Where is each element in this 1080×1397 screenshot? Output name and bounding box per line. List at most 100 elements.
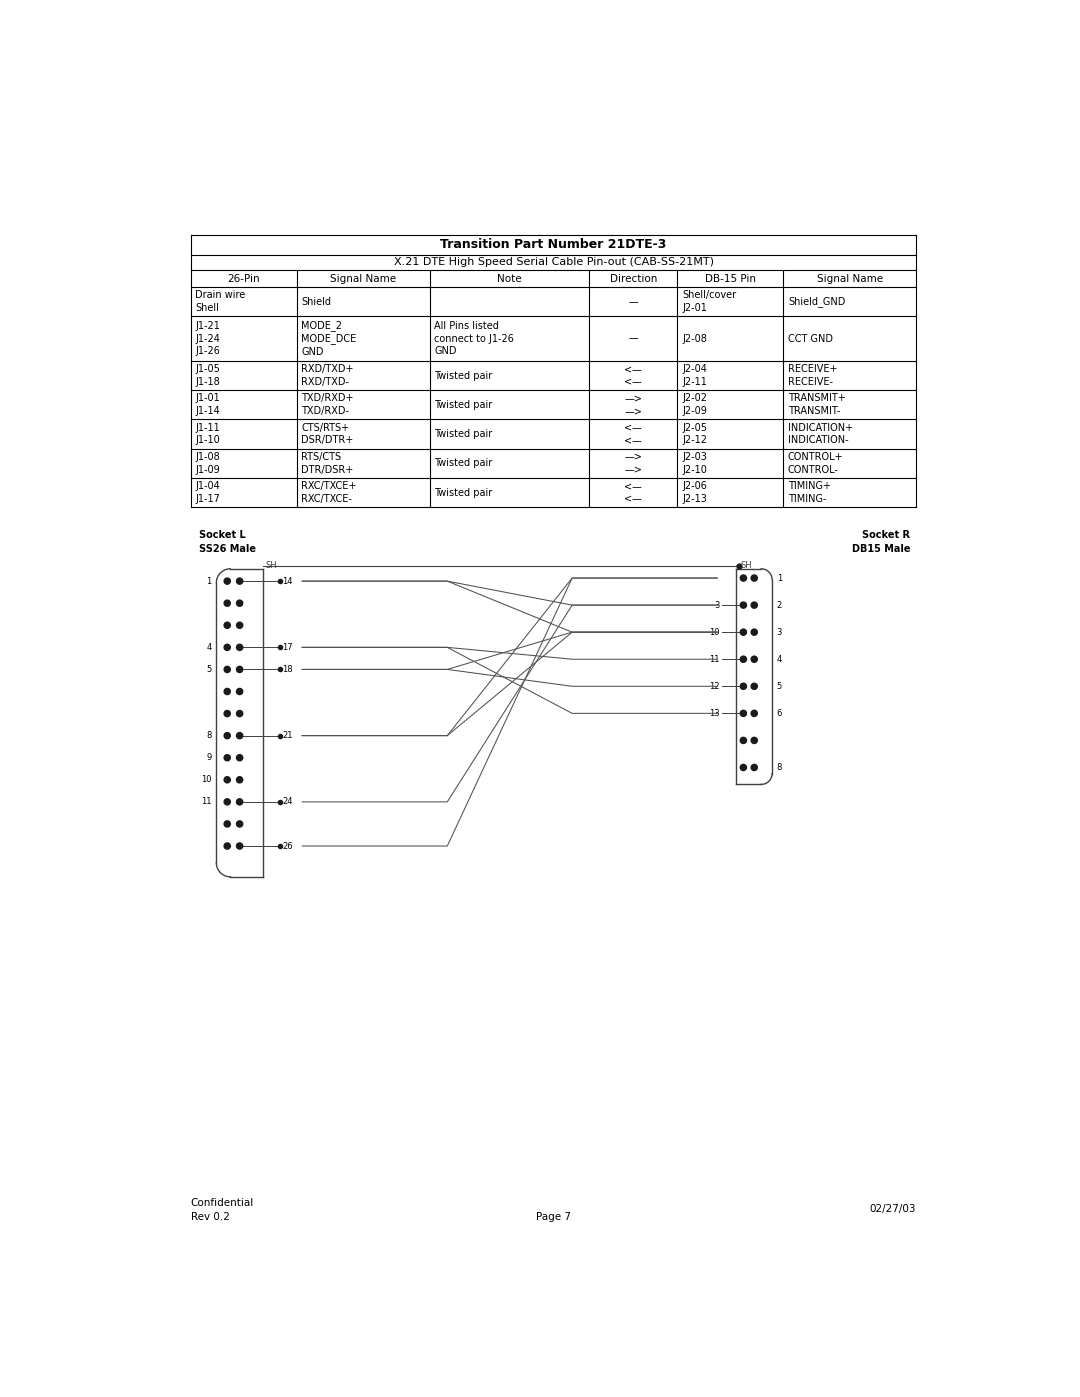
Text: Page 7: Page 7 (536, 1211, 571, 1222)
Text: J2-04
J2-11: J2-04 J2-11 (683, 365, 707, 387)
Text: Twisted pair: Twisted pair (434, 458, 492, 468)
Text: 6: 6 (777, 708, 782, 718)
Text: Twisted pair: Twisted pair (434, 429, 492, 439)
Text: TXD/RXD+
TXD/RXD-: TXD/RXD+ TXD/RXD- (301, 394, 354, 416)
Text: Signal Name: Signal Name (816, 274, 882, 284)
Text: 4: 4 (206, 643, 212, 652)
Text: J2-06
J2-13: J2-06 J2-13 (683, 481, 707, 504)
Text: 2: 2 (777, 601, 782, 609)
Text: TIMING+
TIMING-: TIMING+ TIMING- (788, 481, 831, 504)
Circle shape (740, 629, 746, 636)
Text: <—
<—: <— <— (624, 423, 643, 446)
Circle shape (225, 842, 230, 849)
Text: 14: 14 (282, 577, 293, 585)
Text: 12: 12 (708, 682, 719, 690)
Circle shape (225, 777, 230, 782)
Circle shape (237, 732, 243, 739)
Circle shape (225, 622, 230, 629)
Text: J2-08: J2-08 (683, 334, 707, 344)
Circle shape (237, 689, 243, 694)
Text: All Pins listed
connect to J1-26
GND: All Pins listed connect to J1-26 GND (434, 321, 514, 356)
Text: 5: 5 (777, 682, 782, 690)
Text: Transition Part Number 21DTE-3: Transition Part Number 21DTE-3 (441, 237, 666, 251)
Circle shape (237, 842, 243, 849)
Text: <—
<—: <— <— (624, 365, 643, 387)
Text: 8: 8 (206, 731, 212, 740)
Text: <—
<—: <— <— (624, 481, 643, 504)
Text: J2-02
J2-09: J2-02 J2-09 (683, 394, 707, 416)
Text: Twisted pair: Twisted pair (434, 400, 492, 409)
Text: 8: 8 (777, 763, 782, 773)
Text: Shield_GND: Shield_GND (788, 296, 846, 307)
Circle shape (225, 644, 230, 651)
Circle shape (751, 764, 757, 771)
Text: TRANSMIT+
TRANSMIT-: TRANSMIT+ TRANSMIT- (788, 394, 846, 416)
Circle shape (237, 777, 243, 782)
Circle shape (751, 576, 757, 581)
Text: RXD/TXD+
RXD/TXD-: RXD/TXD+ RXD/TXD- (301, 365, 354, 387)
Text: INDICATION+
INDICATION-: INDICATION+ INDICATION- (788, 423, 853, 446)
Circle shape (237, 711, 243, 717)
Text: RXC/TXCE+
RXC/TXCE-: RXC/TXCE+ RXC/TXCE- (301, 481, 356, 504)
Text: Note: Note (497, 274, 522, 284)
Circle shape (237, 644, 243, 651)
Circle shape (237, 821, 243, 827)
Text: J1-05
J1-18: J1-05 J1-18 (195, 365, 220, 387)
Text: X.21 DTE High Speed Serial Cable Pin-out (CAB-SS-21MT): X.21 DTE High Speed Serial Cable Pin-out… (393, 257, 714, 267)
Circle shape (225, 666, 230, 672)
Text: Twisted pair: Twisted pair (434, 370, 492, 380)
Text: Socket L
SS26 Male: Socket L SS26 Male (199, 531, 256, 553)
Circle shape (740, 738, 746, 743)
Text: 3: 3 (714, 601, 719, 609)
Text: 21: 21 (282, 731, 293, 740)
Text: J1-01
J1-14: J1-01 J1-14 (195, 394, 220, 416)
Text: Drain wire
Shell: Drain wire Shell (195, 291, 246, 313)
Circle shape (225, 711, 230, 717)
Text: RECEIVE+
RECEIVE-: RECEIVE+ RECEIVE- (788, 365, 837, 387)
Circle shape (740, 576, 746, 581)
Text: CCT GND: CCT GND (788, 334, 833, 344)
Text: 26: 26 (282, 841, 293, 851)
Text: 18: 18 (282, 665, 293, 673)
Text: Shell/cover
J2-01: Shell/cover J2-01 (683, 291, 737, 313)
Circle shape (237, 578, 243, 584)
Text: 24: 24 (282, 798, 293, 806)
Text: J1-04
J1-17: J1-04 J1-17 (195, 481, 220, 504)
Circle shape (225, 732, 230, 739)
Text: CONTROL+
CONTROL-: CONTROL+ CONTROL- (788, 451, 843, 475)
Text: CTS/RTS+
DSR/DTR+: CTS/RTS+ DSR/DTR+ (301, 423, 353, 446)
Text: SH: SH (266, 562, 276, 570)
Text: J1-11
J1-10: J1-11 J1-10 (195, 423, 220, 446)
Text: MODE_2
MODE_DCE
GND: MODE_2 MODE_DCE GND (301, 320, 356, 358)
Text: Confidential
Rev 0.2: Confidential Rev 0.2 (191, 1197, 254, 1222)
Text: 11: 11 (201, 798, 212, 806)
Circle shape (225, 578, 230, 584)
Circle shape (225, 689, 230, 694)
Circle shape (237, 799, 243, 805)
Text: 3: 3 (777, 627, 782, 637)
Circle shape (751, 602, 757, 608)
Circle shape (740, 764, 746, 771)
Text: 1: 1 (777, 574, 782, 583)
Text: 13: 13 (708, 708, 719, 718)
Circle shape (740, 710, 746, 717)
Text: Direction: Direction (610, 274, 657, 284)
Circle shape (237, 666, 243, 672)
Text: 26-Pin: 26-Pin (228, 274, 260, 284)
Text: 9: 9 (206, 753, 212, 763)
Text: 11: 11 (708, 655, 719, 664)
Text: 10: 10 (708, 627, 719, 637)
Text: SH: SH (740, 562, 752, 570)
Circle shape (751, 629, 757, 636)
Circle shape (740, 602, 746, 608)
Circle shape (740, 657, 746, 662)
Circle shape (237, 754, 243, 761)
Text: 17: 17 (282, 643, 293, 652)
Text: Twisted pair: Twisted pair (434, 488, 492, 497)
Circle shape (751, 657, 757, 662)
Text: J2-05
J2-12: J2-05 J2-12 (683, 423, 707, 446)
Circle shape (225, 821, 230, 827)
Text: J1-08
J1-09: J1-08 J1-09 (195, 451, 220, 475)
Text: J1-21
J1-24
J1-26: J1-21 J1-24 J1-26 (195, 321, 220, 356)
Circle shape (225, 799, 230, 805)
